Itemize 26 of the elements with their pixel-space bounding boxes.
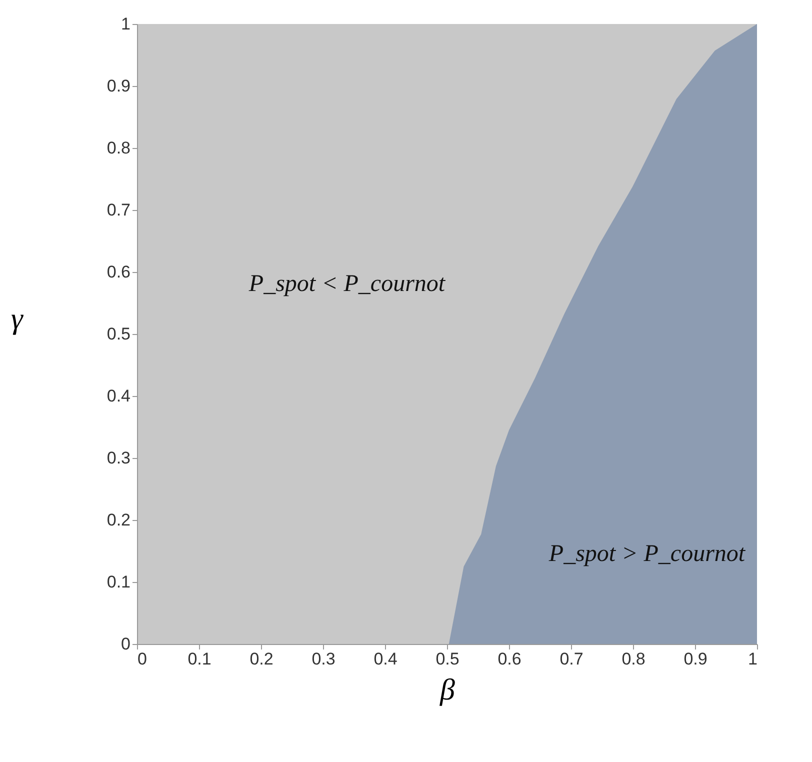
y-axis-title: γ — [10, 302, 24, 336]
y-tick-label: 0.9 — [106, 76, 130, 96]
x-tick-label: 0.9 — [684, 650, 708, 668]
x-tick-label: 0 — [138, 650, 147, 668]
annotation: P_spot > P_cournot — [548, 541, 746, 567]
x-tick-label: 0.8 — [622, 650, 646, 668]
x-tick-label: 1 — [748, 650, 758, 668]
x-tick-label: 0.5 — [436, 650, 460, 668]
x-tick-label: 0.4 — [374, 650, 398, 668]
x-tick-label: 0.7 — [560, 650, 584, 668]
y-tick-label: 0.3 — [106, 448, 130, 468]
annotation: P_spot < P_cournot — [248, 271, 446, 297]
y-tick-label: 0.2 — [106, 510, 130, 530]
y-tick-label: 0.7 — [106, 200, 130, 220]
y-tick-label: 1 — [121, 14, 130, 34]
x-axis-title: β — [439, 674, 456, 706]
y-tick-label: 0.8 — [106, 138, 130, 158]
y-tick-label: 0 — [121, 634, 130, 654]
x-tick-label: 0.2 — [250, 650, 274, 668]
x-tick-label: 0.6 — [498, 650, 522, 668]
x-tick-label: 0.3 — [312, 650, 336, 668]
y-tick-label: 0.1 — [106, 572, 130, 592]
y-tick-label: 0.5 — [106, 324, 130, 344]
x-tick-label: 0.1 — [188, 650, 212, 668]
y-tick-label: 0.4 — [106, 386, 130, 406]
y-tick-label: 0.6 — [106, 262, 130, 282]
